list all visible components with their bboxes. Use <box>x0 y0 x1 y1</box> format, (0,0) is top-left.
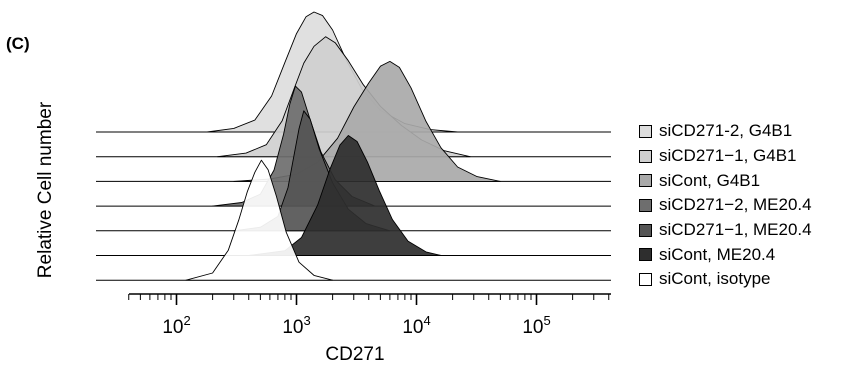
legend-item-sicd271-1-g4b1: siCD271−1, G4B1 <box>639 144 812 169</box>
legend-item-sicont-g4b1: siCont, G4B1 <box>639 168 812 193</box>
legend-label-sicd271-1-g4b1: siCD271−1, G4B1 <box>659 146 797 166</box>
y-axis-label: Relative Cell number <box>35 101 56 279</box>
series-layer <box>96 11 611 281</box>
legend-item-sicont-isotype: siCont, isotype <box>639 267 812 292</box>
legend: siCD271-2, G4B1 siCD271−1, G4B1 siCont, G4… <box>639 119 812 292</box>
legend-label-sicd271-1-me20-4: siCD271−1, ME20.4 <box>659 220 812 240</box>
legend-item-sicd271-1-me20-4: siCD271−1, ME20.4 <box>639 218 812 243</box>
legend-label-sicd271-2-g4b1: siCD271-2, G4B1 <box>659 121 793 141</box>
x-axis-label: CD271 <box>325 344 385 365</box>
legend-swatch-sicd271-2-me20-4 <box>639 198 652 212</box>
legend-swatch-sicont-me20-4 <box>639 248 652 262</box>
legend-label-sicont-g4b1: siCont, G4B1 <box>659 170 761 190</box>
legend-label-sicont-isotype: siCont, isotype <box>659 269 771 289</box>
x-tick-label: 104 <box>402 313 430 338</box>
legend-label-sicont-me20-4: siCont, ME20.4 <box>659 244 776 264</box>
x-tick-label: 105 <box>522 313 550 338</box>
legend-item-sicont-me20-4: siCont, ME20.4 <box>639 242 812 267</box>
legend-swatch-sicont-isotype <box>639 272 652 286</box>
histogram-sicont-isotype <box>185 159 334 281</box>
panel-label: (C) <box>6 34 30 53</box>
histogram-sicont-me20-4 <box>248 135 442 256</box>
x-axis: 102 103 104 105 <box>128 293 611 338</box>
x-tick-label: 103 <box>282 313 310 338</box>
legend-swatch-sicont-g4b1 <box>639 174 652 188</box>
legend-swatch-sicd271-1-me20-4 <box>639 223 652 237</box>
legend-item-sicd271-2-g4b1: siCD271-2, G4B1 <box>639 119 812 144</box>
legend-label-sicd271-2-me20-4: siCD271−2, ME20.4 <box>659 195 812 215</box>
legend-swatch-sicd271-2-g4b1 <box>639 124 652 138</box>
legend-item-sicd271-2-me20-4: siCD271−2, ME20.4 <box>639 193 812 218</box>
x-tick-label: 102 <box>162 313 190 338</box>
legend-swatch-sicd271-1-g4b1 <box>639 149 652 163</box>
